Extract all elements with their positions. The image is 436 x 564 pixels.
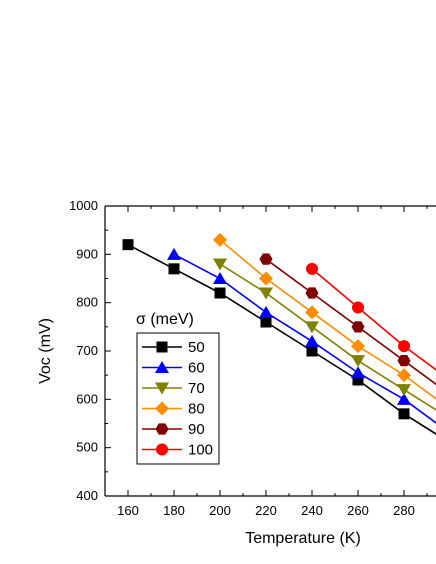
series-line-70	[219, 263, 436, 411]
series-line-90	[265, 258, 436, 386]
series-line-100	[311, 268, 436, 371]
data-point-80	[305, 305, 319, 320]
series-layer	[122, 232, 436, 435]
legend-entry-80: 80	[142, 401, 205, 418]
y-tick-label: 900	[76, 246, 98, 261]
x-tick-label: 180	[163, 503, 185, 518]
legend-title: σ (meV)	[136, 311, 194, 328]
data-point-70	[213, 258, 227, 271]
data-point-50	[398, 408, 410, 420]
y-tick-label: 500	[76, 440, 98, 455]
data-point-90	[397, 355, 411, 367]
data-point-70	[351, 355, 365, 368]
data-point-50	[168, 263, 180, 275]
x-tick-label: 260	[347, 503, 369, 518]
legend-label: 100	[188, 442, 213, 459]
y-tick-label: 1000	[69, 198, 98, 213]
legend-label: 50	[188, 339, 205, 356]
y-tick-label: 400	[76, 488, 98, 503]
data-point-80	[213, 232, 227, 247]
y-axis-title: Voc (mV)	[37, 318, 54, 384]
axes: 1601802002202402602803004005006007008009…	[69, 198, 436, 518]
data-point-90	[305, 287, 319, 299]
x-tick-label: 220	[255, 503, 277, 518]
legend-entry-50: 50	[142, 339, 205, 356]
series-50	[122, 239, 436, 435]
data-point-80	[351, 339, 365, 354]
legend-entry-100: 100	[142, 442, 213, 459]
y-tick-label: 700	[76, 343, 98, 358]
data-point-90	[351, 321, 365, 333]
data-point-50	[214, 287, 226, 299]
series-line-80	[219, 239, 436, 400]
data-point-70	[397, 384, 411, 397]
data-point-60	[259, 305, 273, 318]
y-tick-label: 600	[76, 391, 98, 406]
series-90	[259, 253, 436, 386]
data-point-50	[260, 316, 272, 328]
legend-label: 80	[188, 401, 205, 418]
legend-marker	[155, 423, 169, 435]
data-point-70	[305, 321, 319, 334]
data-point-50	[306, 345, 318, 357]
data-point-100	[398, 340, 410, 353]
data-point-50	[122, 239, 134, 251]
data-point-60	[167, 247, 181, 260]
data-point-90	[259, 253, 273, 265]
data-point-100	[306, 262, 318, 275]
data-point-60	[213, 272, 227, 284]
legend: σ (meV) 50 60 70 80 90 100	[136, 311, 220, 465]
legend-marker	[155, 382, 169, 395]
labels-layer: Temperature (K) Voc (mV)	[37, 318, 361, 547]
data-point-80	[259, 271, 273, 286]
legend-label: 60	[188, 360, 205, 377]
legend-entry-70: 70	[142, 380, 205, 397]
series-60	[167, 247, 436, 424]
series-80	[213, 232, 436, 400]
data-point-50	[352, 374, 364, 386]
x-tick-label: 160	[117, 503, 139, 518]
data-point-70	[259, 287, 273, 300]
legend-marker	[156, 341, 168, 353]
data-point-80	[397, 368, 411, 383]
x-tick-label: 200	[209, 503, 231, 518]
x-tick-label: 280	[393, 503, 415, 518]
legend-label: 90	[188, 421, 205, 438]
legend-marker	[156, 443, 168, 456]
legend-label: 70	[188, 380, 205, 397]
series-line-50	[127, 243, 436, 435]
legend-marker	[155, 361, 169, 373]
legend-entry-90: 90	[142, 421, 205, 438]
series-70	[213, 258, 436, 411]
x-axis-title: Temperature (K)	[245, 530, 361, 547]
data-point-60	[397, 392, 411, 405]
legend-marker	[155, 401, 169, 416]
data-point-60	[305, 334, 319, 347]
y-tick-label: 800	[76, 295, 98, 310]
series-100	[306, 262, 436, 371]
legend-box	[136, 332, 220, 465]
legend-entry-60: 60	[142, 360, 205, 377]
data-point-60	[351, 366, 365, 379]
x-tick-label: 240	[301, 503, 323, 518]
data-point-100	[352, 301, 364, 314]
